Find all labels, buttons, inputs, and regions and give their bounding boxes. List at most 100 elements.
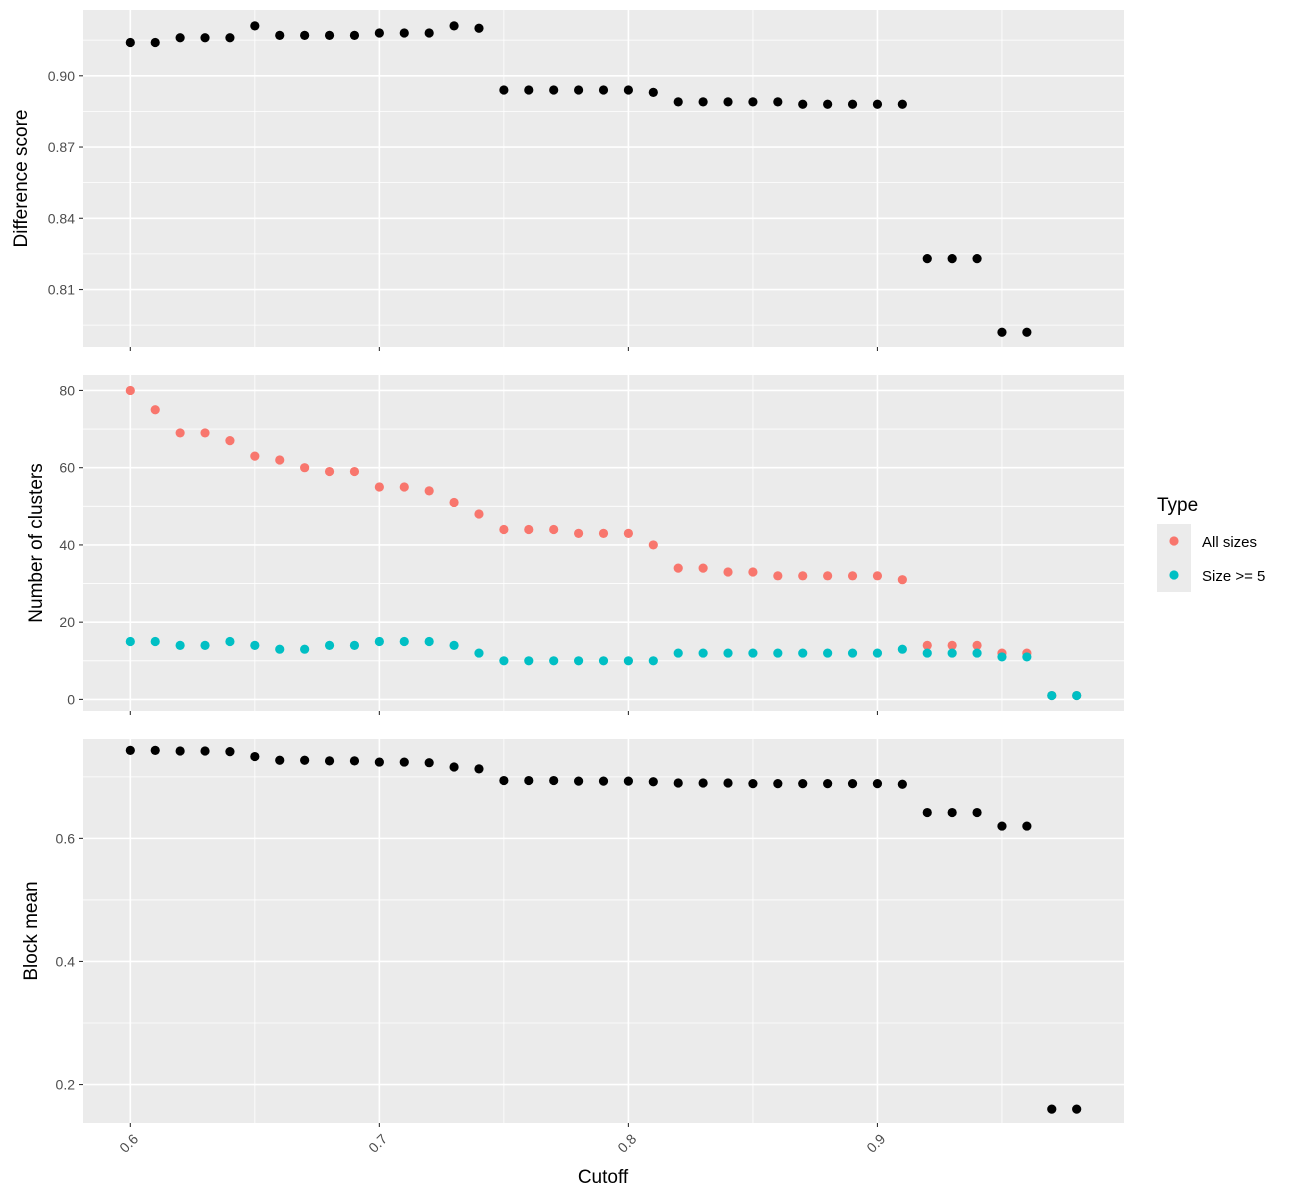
data-point [175,428,185,438]
y-tick-label: 0.87 [48,139,75,155]
data-point [922,254,932,264]
data-point [399,482,409,492]
data-point [300,463,310,473]
data-point [823,779,833,789]
data-point [549,85,559,95]
data-point [748,648,758,658]
data-point [698,563,708,573]
data-point [997,327,1007,337]
data-point [1072,690,1082,701]
data-point [524,656,534,666]
data-point [598,776,609,786]
data-point [623,85,634,95]
data-point [798,648,808,658]
legend-key-size5 [1169,570,1179,580]
data-point [1047,1104,1057,1114]
data-point [275,755,285,765]
data-point [897,644,907,654]
data-point [573,776,584,786]
data-point [374,482,384,492]
data-point [125,636,135,647]
panels-layer: 0.81 0.84 0.87 0.90 Difference score 0 20 40 60 8… [11,10,1124,1156]
legend-key-all-sizes [1169,536,1179,546]
panel-difference: 0.81 0.84 0.87 0.90 Difference score [11,10,1124,351]
data-point [648,87,658,98]
data-point [872,571,883,581]
series-clusters-1 [125,636,1082,701]
data-point [997,652,1007,662]
x-axis-title: Cutoff [578,1167,629,1188]
data-point [175,746,185,756]
data-point [573,85,584,95]
data-point [723,778,733,788]
data-point [573,528,584,538]
panel-clusters: 0 20 40 60 80 Number of clusters [26,375,1124,715]
y-tick-label: 80 [59,382,75,398]
data-point [1022,652,1032,662]
data-point [324,640,335,650]
data-point [175,640,185,650]
data-point [399,28,409,38]
data-point [748,567,758,577]
data-point [200,640,210,650]
data-point [300,30,310,41]
y-tick-label: 0.6 [56,830,76,846]
data-point [499,524,509,535]
data-point [424,636,434,647]
data-point [823,571,833,581]
data-point [773,571,783,581]
data-point [549,775,559,786]
panel-background [83,10,1124,347]
data-point [897,99,907,109]
y-tick-label: 0 [67,691,75,707]
data-point [773,779,783,789]
y-axis-title-clusters: Number of clusters [26,463,47,622]
legend: Type All sizes Size >= 5 [1157,495,1265,592]
data-point [399,636,409,647]
data-point [947,807,957,818]
data-point [723,97,733,107]
data-point [648,656,658,666]
y-axis-title-blockmean: Block mean [21,881,42,980]
data-point [623,528,634,538]
data-point [673,97,683,107]
data-point [972,640,982,650]
data-point [349,756,360,766]
data-point [374,757,384,767]
data-point [997,821,1007,831]
data-point [598,656,609,666]
series-difference-0 [125,21,1032,337]
data-point [847,779,858,789]
data-point [150,37,160,48]
data-point [698,648,708,658]
data-point [872,648,883,658]
data-point [250,751,260,762]
data-point [424,486,434,496]
data-point [399,757,409,767]
data-point [474,648,484,658]
data-point [449,640,459,650]
data-point [748,779,758,789]
data-point [947,648,957,658]
x-tick-label: 0.6 [116,1130,141,1155]
data-point [922,648,932,658]
data-point [922,640,932,650]
data-point [673,563,683,573]
data-point [275,455,285,465]
data-point [474,509,484,519]
data-point [947,254,957,264]
data-point [150,636,160,647]
data-point [972,648,982,658]
data-point [1072,1104,1082,1114]
data-point [648,777,658,787]
data-point [300,755,310,765]
data-point [349,640,360,650]
data-point [773,648,783,658]
data-point [150,745,160,755]
data-point [175,33,185,43]
data-point [125,745,135,755]
data-point [673,648,683,658]
y-tick-label: 0.4 [56,953,76,969]
y-axis-title-difference: Difference score [11,110,32,248]
